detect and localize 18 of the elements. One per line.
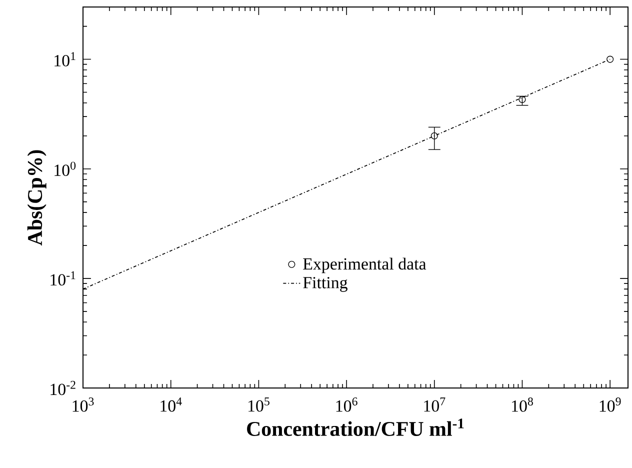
legend-label: Fitting (303, 276, 348, 292)
x-tick-label: 10$^{3}$ (72, 397, 94, 412)
x-tick-label: 10$^{9}$ (600, 397, 621, 412)
y-tick-label: 10$^{-1}$ (50, 271, 76, 286)
y-tick-label: 10$^{-2}$ (50, 380, 76, 396)
point (606, 56, 614, 63)
x-tick-label: 10$^{4}$ (160, 397, 182, 412)
x-tick-label: 10$^{6}$ (336, 397, 358, 412)
y-axis-title: Abs(Cp%) (27, 150, 46, 246)
point (430, 132, 438, 140)
point (518, 96, 526, 103)
x-tick-label: 10$^{5}$ (248, 397, 270, 412)
x-tick-label: 10$^{7}$ (424, 397, 446, 412)
x-axis-title: Concentration/CFU ml$^{-1}$ (247, 418, 464, 436)
y-tick-label: 10$^{0}$ (54, 162, 76, 176)
x-tick-label: 10$^{8}$ (512, 397, 533, 412)
legend-label: Experimental data (303, 258, 426, 274)
y-tick-label: 10$^{1}$ (54, 52, 76, 66)
